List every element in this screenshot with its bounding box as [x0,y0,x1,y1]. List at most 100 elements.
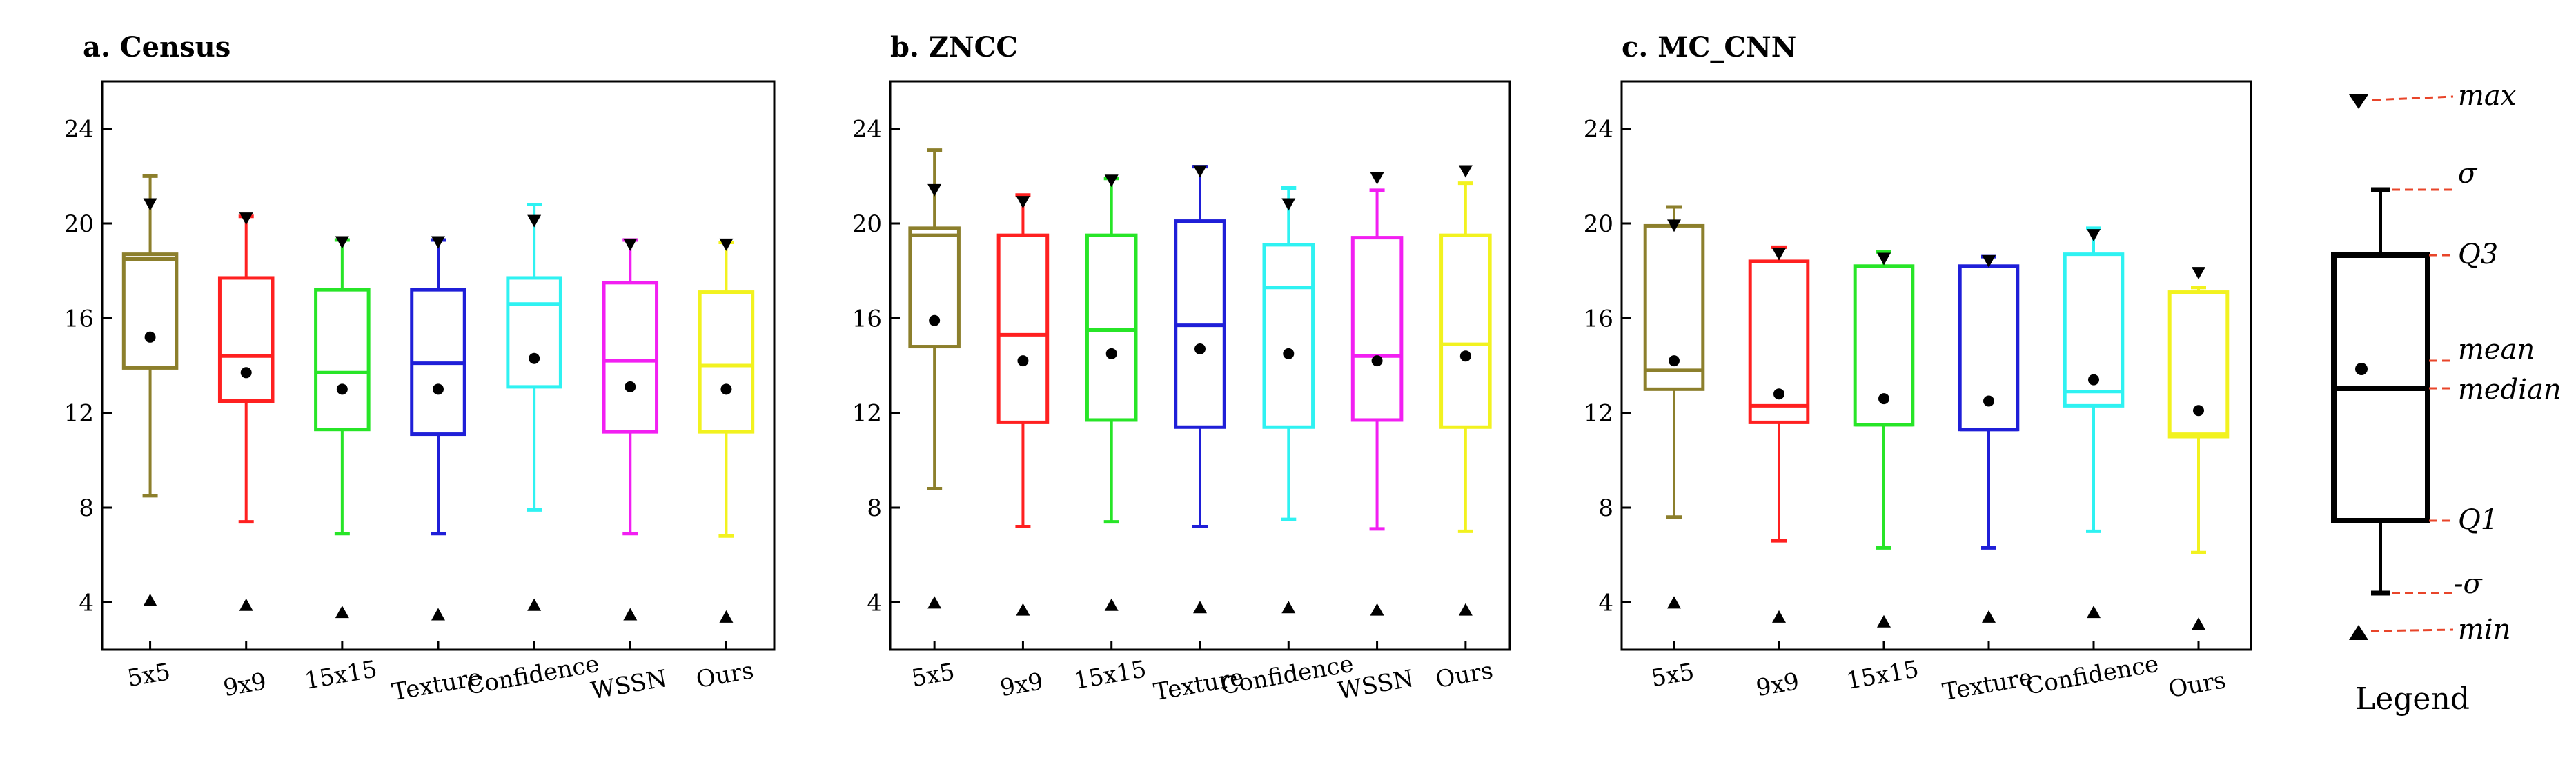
min-marker [527,598,542,611]
max-marker [2087,229,2101,242]
max-marker [1982,254,1996,268]
legend-title: Legend [2355,681,2470,717]
box-texture [1958,254,2020,623]
max-marker [719,238,734,251]
iqr-box [1350,236,1404,422]
iqr-box [217,276,275,403]
y-tick-label: 12 [1584,400,1613,428]
y-tick-label: 20 [852,210,882,238]
min-marker [431,608,445,621]
box-confidence [2063,226,2125,619]
box-9x9 [217,212,275,611]
iqr-box [698,290,755,434]
mean-dot [1878,393,1889,405]
max-marker [927,183,942,197]
x-label-ours: Ours [694,657,756,694]
legend-label-q1: Q1 [2458,504,2498,536]
box-15x15 [1085,174,1138,611]
max-marker [143,198,157,211]
y-tick-label: 12 [852,400,882,428]
mean-dot [2088,374,2099,386]
min-marker [1193,601,1207,614]
mean-dot [720,383,732,395]
x-label-9x9: 9x9 [998,668,1045,702]
x-label-9x9: 9x9 [1754,668,1801,702]
x-label-confidence: Confidence [464,650,601,701]
iqr-box [2063,252,2125,408]
y-tick-label: 20 [1584,210,1613,238]
x-label-ours: Ours [1433,657,1495,694]
y-tick-label: 24 [852,116,882,143]
x-label-5x5: 5x5 [1649,658,1696,692]
x-label-15x15: 15x15 [302,655,379,695]
x-label-9x9: 9x9 [222,668,268,702]
legend-label-max: max [2458,80,2516,112]
x-label-15x15: 15x15 [1072,655,1148,695]
box-5x5 [1643,205,1705,609]
mean-dot [1371,355,1383,367]
max-marker [239,212,253,226]
max-marker [1370,172,1384,185]
mean-dot [1669,355,1680,367]
y-tick-label: 24 [1584,116,1613,143]
plot-frame [101,80,776,651]
box-5x5 [121,174,179,606]
min-marker [1982,610,1996,623]
box-wssn [1350,172,1404,616]
min-marker [719,610,734,623]
x-label-texture: Texture [1940,663,2034,706]
legend-label-median: median [2458,374,2562,406]
min-marker [335,606,349,619]
iqr-box [602,281,659,434]
y-tick-label: 24 [64,116,94,143]
mean-dot [433,383,444,395]
box-9x9 [996,193,1050,616]
y-tick-label: 16 [852,305,882,332]
box-texture [1174,165,1226,614]
max-marker [527,214,542,228]
box-ours [2167,267,2230,630]
max-marker [1104,174,1119,188]
mean-dot [1459,350,1471,362]
iqr-box [908,226,961,349]
mean-dot [1105,348,1117,359]
max-marker [335,236,349,249]
min-marker [1772,610,1786,623]
min-marker [1667,596,1681,609]
max-marker [623,238,638,251]
mean-dot [336,383,348,395]
iqr-box [996,233,1050,424]
legend-min-marker [2349,625,2368,640]
min-marker [2192,617,2205,630]
legend-label-sigma: σ [2458,158,2478,190]
min-marker [1281,601,1296,614]
x-label-confidence: Confidence [2024,650,2161,701]
box-confidence [1262,186,1315,614]
min-marker [1104,598,1119,611]
box-ours [1439,165,1492,616]
iqr-box [314,288,371,432]
iqr-box [1439,233,1492,429]
max-marker [1877,252,1891,266]
legend-max-marker [2349,94,2368,109]
mean-dot [1283,348,1295,359]
mean-dot [240,367,252,379]
y-tick-label: 8 [1598,494,1613,522]
box-wssn [602,238,659,621]
box-confidence [506,203,562,611]
y-tick-label: 4 [1598,589,1613,617]
y-tick-label: 16 [64,305,94,332]
x-label-wssn: WSSN [589,665,669,706]
max-marker [1016,196,1030,209]
panel-c-title: c. MC_CNN [1622,31,1796,63]
mean-dot [144,331,156,343]
mean-dot [1194,343,1206,354]
box-ours [698,238,755,623]
max-marker [431,236,445,249]
legend-mean-dot [2355,363,2368,375]
max-marker [1667,219,1681,232]
x-label-5x5: 5x5 [910,658,956,692]
plot-frame [1620,80,2252,651]
